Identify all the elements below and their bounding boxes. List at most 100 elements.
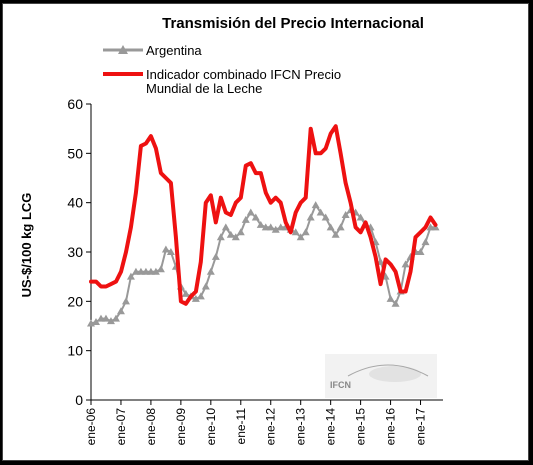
data-point-argentina xyxy=(336,223,345,231)
data-point-ifcn-indicator xyxy=(404,290,408,293)
data-point-ifcn-indicator xyxy=(229,213,233,217)
data-point-argentina xyxy=(226,230,235,238)
y-tick-label: 60 xyxy=(67,96,83,112)
data-point-ifcn-indicator xyxy=(154,146,158,150)
data-point-argentina xyxy=(101,314,110,322)
legend-marker-argentina xyxy=(118,45,128,54)
x-tick-label: ene-13 xyxy=(294,408,308,446)
data-point-ifcn-indicator xyxy=(294,211,298,214)
data-point-argentina xyxy=(161,245,170,253)
data-point-argentina xyxy=(256,220,265,228)
legend-label-argentina: Argentina xyxy=(146,43,202,58)
data-point-ifcn-indicator xyxy=(374,255,378,259)
data-point-ifcn-indicator xyxy=(189,294,193,298)
data-point-ifcn-indicator xyxy=(369,235,373,239)
y-tick-label: 30 xyxy=(67,244,83,260)
y-tick-label: 10 xyxy=(67,343,83,359)
data-point-argentina xyxy=(246,208,255,216)
data-point-argentina xyxy=(241,215,250,223)
data-point-argentina xyxy=(271,225,280,233)
data-point-argentina xyxy=(151,267,160,275)
series-layer xyxy=(87,124,440,327)
y-tick-label: 20 xyxy=(67,293,83,309)
data-point-ifcn-indicator xyxy=(249,161,253,165)
data-point-ifcn-indicator xyxy=(284,220,288,224)
data-point-ifcn-indicator xyxy=(129,225,133,229)
data-point-argentina xyxy=(416,248,425,255)
data-point-ifcn-indicator xyxy=(134,191,138,195)
data-point-ifcn-indicator xyxy=(394,270,398,274)
data-point-ifcn-indicator xyxy=(304,196,308,200)
data-point-ifcn-indicator xyxy=(289,230,293,234)
x-tick-label: ene-12 xyxy=(264,408,278,446)
y-tick-label: 0 xyxy=(75,392,83,408)
data-point-ifcn-indicator xyxy=(214,220,218,224)
watermark-globe xyxy=(369,366,421,382)
data-point-argentina xyxy=(216,233,225,241)
data-point-ifcn-indicator xyxy=(409,270,412,274)
data-point-argentina xyxy=(331,230,340,238)
data-point-ifcn-indicator xyxy=(309,127,313,131)
data-point-ifcn-indicator xyxy=(274,196,278,200)
data-point-ifcn-indicator xyxy=(219,196,223,200)
x-tick-label: ene-06 xyxy=(84,408,98,446)
x-tick-label: ene-16 xyxy=(384,408,398,446)
y-axis-label: US-$/100 kg LCG xyxy=(19,193,34,298)
data-point-ifcn-indicator xyxy=(299,201,303,205)
data-point-argentina xyxy=(236,228,245,236)
data-point-ifcn-indicator xyxy=(339,151,343,155)
y-tick-label: 40 xyxy=(67,195,83,211)
data-point-ifcn-indicator xyxy=(139,144,143,148)
chart-frame: Transmisión del Precio Internacional Arg… xyxy=(2,3,529,461)
data-point-argentina xyxy=(316,208,325,216)
data-point-argentina xyxy=(306,213,315,221)
data-point-ifcn-indicator xyxy=(224,211,228,214)
data-point-ifcn-indicator xyxy=(259,171,263,175)
data-point-ifcn-indicator xyxy=(159,171,163,175)
data-point-ifcn-indicator xyxy=(209,193,213,197)
data-point-argentina xyxy=(296,233,305,241)
data-point-ifcn-indicator xyxy=(334,124,338,128)
data-point-argentina xyxy=(291,228,300,236)
data-point-ifcn-indicator xyxy=(119,270,123,274)
data-point-argentina xyxy=(196,292,205,300)
x-tick-label: ene-09 xyxy=(174,408,188,446)
legend-label-ifcn-line2: Mundial de la Leche xyxy=(146,81,262,96)
data-point-argentina xyxy=(221,223,230,231)
legend-label-ifcn: Indicador combinado IFCN Precio Mundial … xyxy=(146,67,345,96)
data-point-argentina xyxy=(311,201,320,209)
data-point-ifcn-indicator xyxy=(414,235,417,239)
data-point-ifcn-indicator xyxy=(179,299,183,303)
data-point-ifcn-indicator xyxy=(239,196,243,200)
data-point-ifcn-indicator xyxy=(349,201,353,205)
x-tick-label: ene-15 xyxy=(354,408,368,446)
data-point-ifcn-indicator xyxy=(124,250,128,254)
data-point-ifcn-indicator xyxy=(89,280,93,284)
data-point-ifcn-indicator xyxy=(364,220,368,224)
watermark-arc xyxy=(347,364,429,377)
data-point-argentina xyxy=(156,265,165,273)
data-point-ifcn-indicator xyxy=(99,285,103,288)
data-point-ifcn-indicator xyxy=(109,282,113,286)
data-point-argentina xyxy=(121,297,130,305)
data-point-argentina xyxy=(91,318,100,326)
data-point-ifcn-indicator xyxy=(94,280,98,284)
data-point-ifcn-indicator xyxy=(144,142,148,145)
data-point-ifcn-indicator xyxy=(264,191,268,195)
data-point-ifcn-indicator xyxy=(244,164,248,168)
data-point-argentina xyxy=(401,260,410,268)
data-point-ifcn-indicator xyxy=(164,176,168,180)
data-point-argentina xyxy=(126,272,135,280)
data-point-ifcn-indicator xyxy=(329,132,333,136)
data-point-argentina xyxy=(321,213,330,221)
data-point-ifcn-indicator xyxy=(389,262,393,266)
data-point-ifcn-indicator xyxy=(379,282,383,286)
data-point-ifcn-indicator xyxy=(199,260,203,264)
y-tick-label: 50 xyxy=(67,145,83,161)
data-point-ifcn-indicator xyxy=(384,257,388,261)
ifcn-watermark: IFCN xyxy=(325,354,437,398)
legend-label-ifcn-line1: Indicador combinado IFCN Precio xyxy=(146,67,341,82)
data-point-argentina xyxy=(301,228,310,236)
data-point-ifcn-indicator xyxy=(194,290,198,293)
data-point-argentina xyxy=(111,314,120,322)
